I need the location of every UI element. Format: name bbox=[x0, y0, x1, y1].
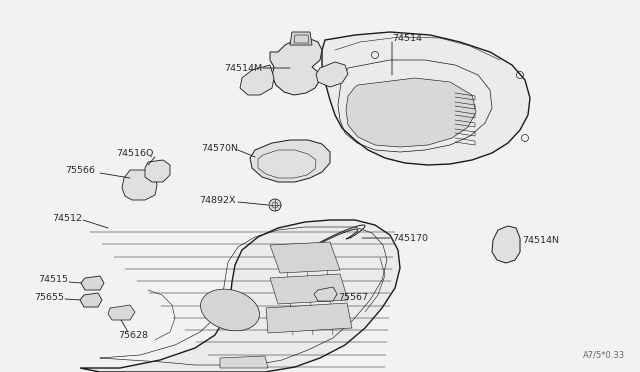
Polygon shape bbox=[122, 170, 157, 200]
Text: 74514M: 74514M bbox=[224, 64, 262, 73]
Polygon shape bbox=[108, 305, 135, 320]
Text: 74516Q: 74516Q bbox=[116, 148, 154, 157]
Polygon shape bbox=[145, 160, 170, 182]
Text: 74515: 74515 bbox=[38, 276, 68, 285]
Text: 74512: 74512 bbox=[52, 214, 82, 222]
Polygon shape bbox=[81, 276, 104, 290]
Polygon shape bbox=[270, 242, 340, 273]
Polygon shape bbox=[270, 38, 322, 95]
Polygon shape bbox=[316, 62, 348, 87]
Polygon shape bbox=[80, 220, 400, 372]
Text: 74514N: 74514N bbox=[522, 235, 559, 244]
Text: 74570N: 74570N bbox=[201, 144, 238, 153]
Polygon shape bbox=[346, 78, 476, 147]
Polygon shape bbox=[322, 32, 530, 165]
Polygon shape bbox=[240, 65, 274, 95]
Polygon shape bbox=[80, 293, 102, 307]
Text: 75655: 75655 bbox=[34, 292, 64, 301]
Polygon shape bbox=[220, 356, 268, 368]
Text: 75567: 75567 bbox=[338, 294, 368, 302]
Text: 75628: 75628 bbox=[118, 330, 148, 340]
Text: 74514: 74514 bbox=[392, 33, 422, 42]
Polygon shape bbox=[266, 303, 352, 333]
Text: 74892X: 74892X bbox=[200, 196, 236, 205]
Polygon shape bbox=[250, 140, 330, 182]
Circle shape bbox=[269, 199, 281, 211]
Polygon shape bbox=[290, 32, 312, 45]
Text: 745170: 745170 bbox=[392, 234, 428, 243]
Ellipse shape bbox=[200, 289, 259, 331]
Polygon shape bbox=[492, 226, 520, 263]
Polygon shape bbox=[314, 287, 337, 301]
Text: 75566: 75566 bbox=[65, 166, 95, 174]
Polygon shape bbox=[270, 274, 348, 304]
Text: A7/5*0.33: A7/5*0.33 bbox=[583, 351, 625, 360]
